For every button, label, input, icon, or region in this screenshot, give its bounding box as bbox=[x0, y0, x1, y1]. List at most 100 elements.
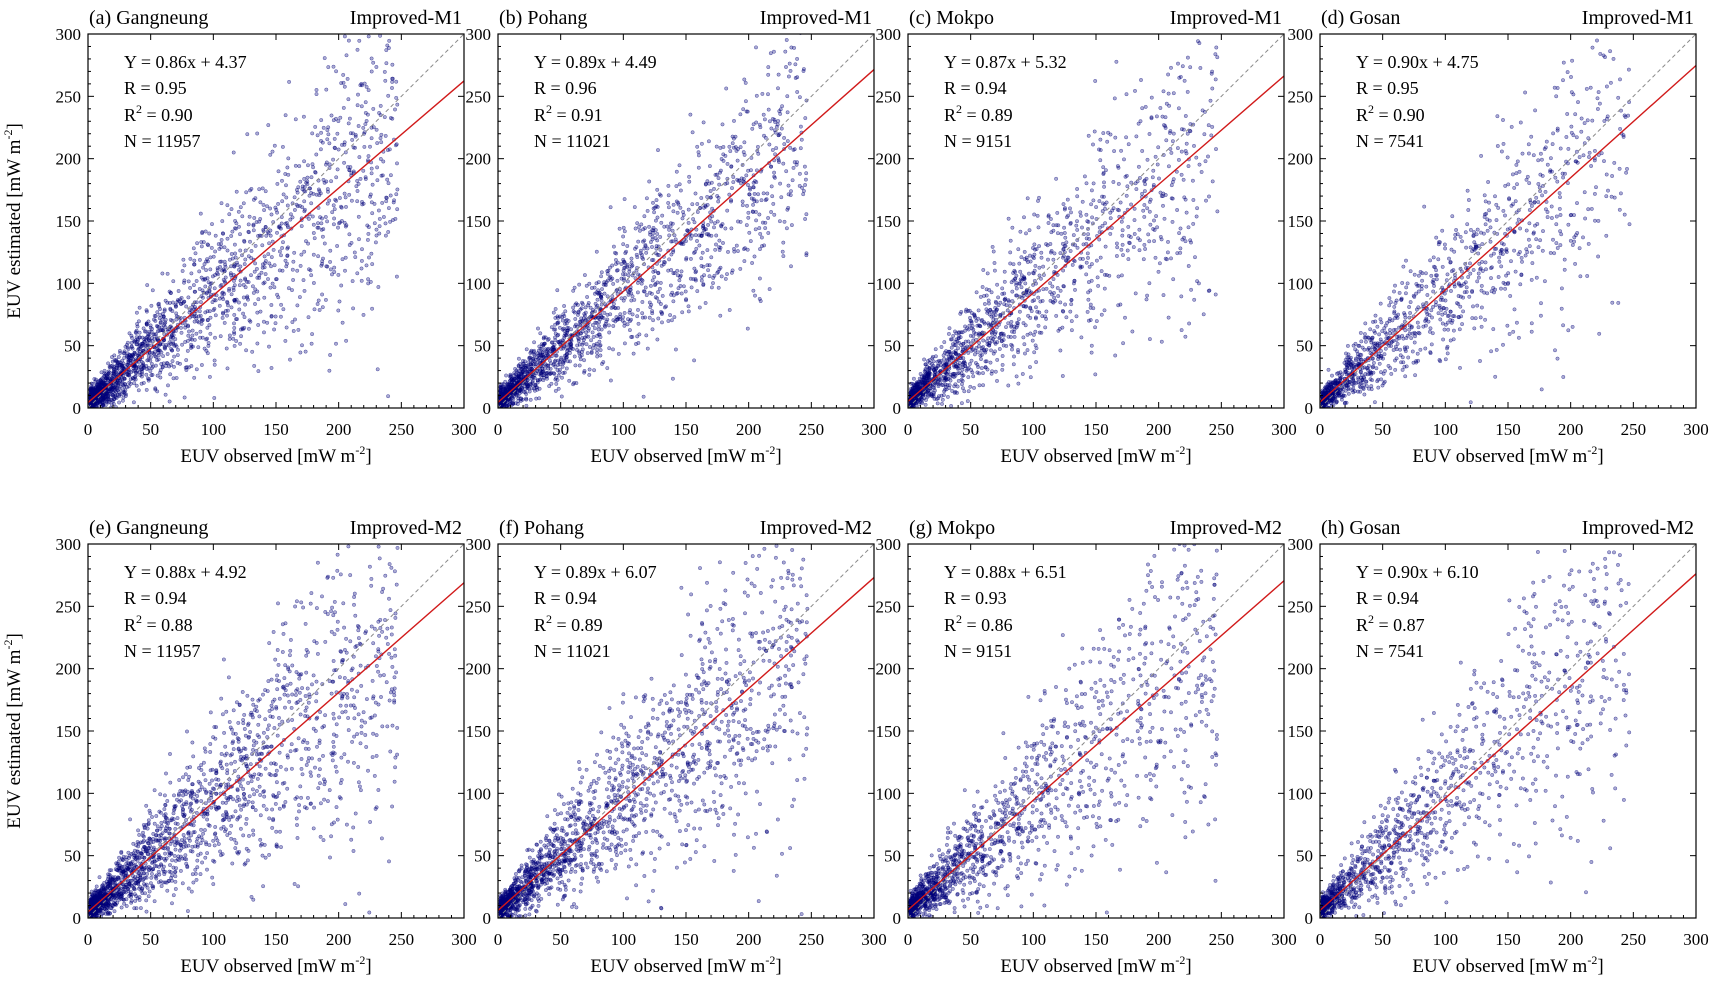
data-point bbox=[541, 353, 546, 358]
data-point bbox=[1203, 159, 1208, 164]
data-point bbox=[370, 182, 375, 187]
data-point bbox=[587, 281, 592, 286]
data-point bbox=[186, 323, 190, 328]
x-axis-title-sup: -2 bbox=[765, 443, 775, 457]
data-point bbox=[630, 334, 635, 339]
data-point bbox=[629, 260, 634, 265]
data-point bbox=[333, 146, 338, 151]
data-point bbox=[324, 160, 329, 165]
data-point bbox=[253, 243, 258, 248]
data-point bbox=[311, 252, 316, 257]
data-point bbox=[331, 64, 336, 69]
r-squared-symbol: R bbox=[534, 105, 546, 125]
data-point bbox=[1004, 325, 1008, 330]
data-point bbox=[116, 355, 121, 359]
data-point bbox=[769, 210, 774, 214]
data-point bbox=[527, 389, 532, 394]
data-point bbox=[335, 131, 340, 136]
data-point bbox=[642, 289, 647, 294]
data-point bbox=[1103, 168, 1108, 173]
data-point bbox=[299, 252, 304, 257]
data-point bbox=[754, 93, 759, 98]
data-point bbox=[687, 179, 692, 184]
data-point bbox=[1089, 350, 1094, 355]
data-point bbox=[721, 158, 726, 163]
data-point bbox=[364, 263, 369, 268]
data-point bbox=[370, 262, 375, 267]
data-point bbox=[681, 210, 686, 214]
data-point bbox=[940, 397, 945, 402]
y-axis-title-sup: -2 bbox=[1, 130, 15, 140]
data-point bbox=[189, 364, 194, 368]
data-point bbox=[637, 225, 642, 229]
data-point bbox=[1102, 286, 1107, 291]
data-point bbox=[1103, 244, 1108, 249]
data-point bbox=[145, 341, 150, 346]
data-point bbox=[1157, 261, 1162, 266]
data-point bbox=[180, 342, 185, 347]
data-point bbox=[1002, 291, 1007, 296]
data-point bbox=[650, 309, 655, 314]
data-point bbox=[589, 351, 594, 355]
data-point bbox=[179, 325, 183, 330]
data-point bbox=[199, 275, 204, 280]
data-point bbox=[995, 282, 1000, 287]
data-point bbox=[1199, 170, 1204, 174]
data-point bbox=[361, 125, 366, 130]
data-point bbox=[625, 244, 630, 248]
data-point bbox=[1140, 106, 1145, 111]
data-point bbox=[728, 149, 733, 154]
data-point bbox=[1213, 52, 1218, 57]
data-point bbox=[125, 385, 129, 390]
data-point bbox=[757, 122, 762, 127]
data-point bbox=[580, 347, 585, 352]
data-point bbox=[714, 233, 719, 238]
data-point bbox=[976, 323, 981, 328]
data-point bbox=[734, 243, 739, 248]
regression-line bbox=[87, 80, 465, 404]
data-point bbox=[693, 233, 698, 238]
data-point bbox=[1125, 248, 1130, 253]
data-point bbox=[1017, 309, 1022, 314]
data-point bbox=[752, 254, 757, 259]
data-point bbox=[270, 239, 275, 244]
data-point bbox=[772, 175, 777, 180]
data-point bbox=[592, 285, 597, 290]
data-point bbox=[263, 272, 268, 277]
data-point bbox=[960, 367, 965, 372]
data-point bbox=[165, 352, 170, 356]
data-point bbox=[1028, 306, 1033, 311]
data-point bbox=[260, 243, 265, 248]
data-point bbox=[659, 263, 664, 268]
data-point bbox=[357, 38, 362, 43]
data-point bbox=[346, 121, 351, 126]
data-point bbox=[220, 219, 225, 224]
data-point bbox=[1099, 312, 1104, 317]
data-point bbox=[1010, 289, 1015, 294]
data-point bbox=[741, 150, 746, 155]
data-point bbox=[931, 359, 936, 364]
data-point bbox=[199, 318, 204, 323]
data-point bbox=[706, 139, 711, 144]
data-point bbox=[314, 88, 319, 92]
data-point bbox=[738, 266, 743, 271]
data-point bbox=[598, 353, 603, 358]
data-point bbox=[786, 183, 791, 188]
data-point bbox=[721, 241, 725, 245]
x-axis-title-main: EUV observed [mW m bbox=[180, 446, 355, 467]
data-point bbox=[386, 230, 391, 234]
x-tick-label: 300 bbox=[451, 420, 477, 439]
data-point bbox=[659, 220, 664, 225]
data-point bbox=[947, 326, 952, 331]
data-point bbox=[670, 239, 675, 244]
data-point bbox=[1138, 119, 1143, 124]
data-point bbox=[546, 363, 551, 368]
data-point bbox=[675, 268, 680, 273]
data-point bbox=[360, 83, 364, 88]
data-point bbox=[580, 319, 585, 323]
data-point bbox=[666, 201, 671, 205]
data-point bbox=[149, 366, 154, 370]
data-point bbox=[795, 90, 800, 94]
data-point bbox=[141, 380, 146, 385]
data-point bbox=[509, 401, 514, 405]
